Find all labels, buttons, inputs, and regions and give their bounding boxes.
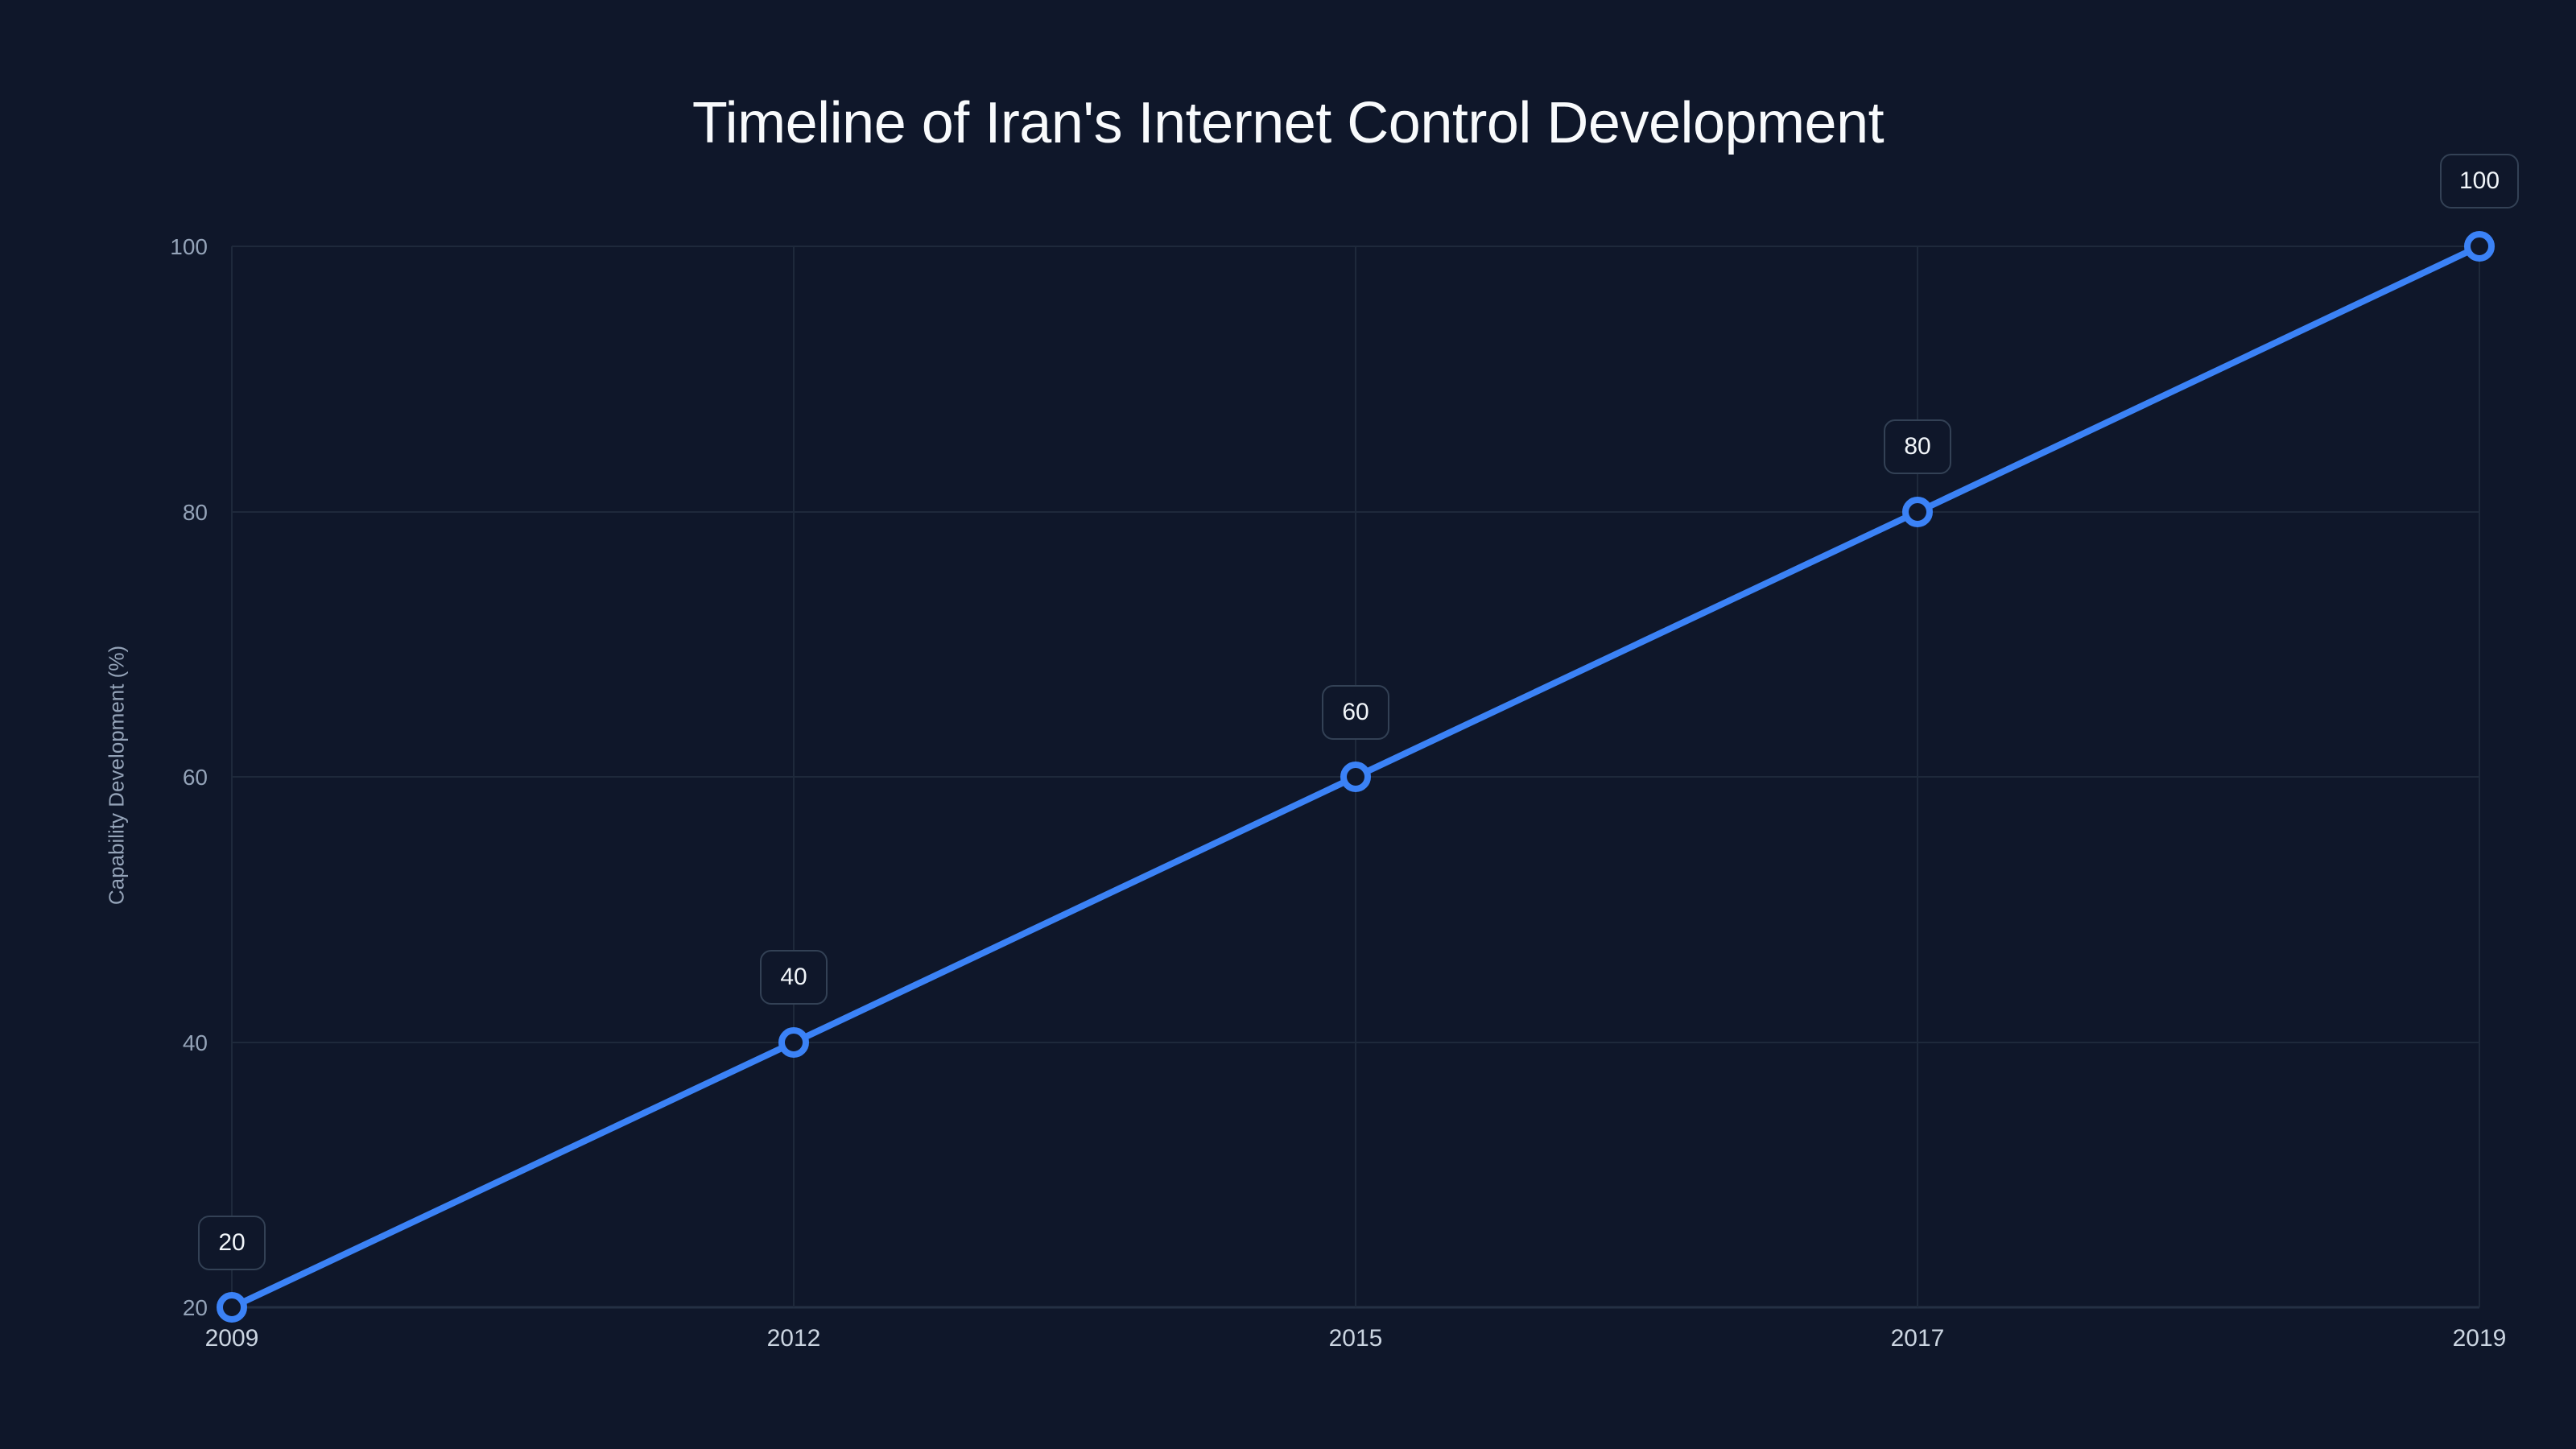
- y-axis-title: Capability Development (%): [104, 645, 129, 906]
- data-label: 80: [1884, 419, 1951, 474]
- chart-title: Timeline of Iran's Internet Control Deve…: [691, 91, 1885, 155]
- data-point: [1902, 497, 1933, 527]
- x-tick-label: 2009: [204, 1325, 259, 1352]
- data-label: 60: [1322, 685, 1389, 740]
- data-point: [1340, 762, 1371, 792]
- data-label: 20: [198, 1216, 266, 1270]
- y-tick-label: 40: [182, 1030, 208, 1055]
- y-tick-label: 60: [182, 765, 208, 790]
- data-label: 40: [760, 950, 828, 1005]
- data-point: [778, 1027, 809, 1058]
- data-point: [217, 1292, 247, 1323]
- data-point: [2464, 231, 2495, 262]
- x-tick-label: 2019: [2452, 1325, 2507, 1352]
- x-tick-label: 2015: [1328, 1325, 1383, 1352]
- y-tick-label: 20: [182, 1295, 208, 1320]
- y-tick-label: 100: [170, 234, 208, 259]
- data-label: 100: [2440, 154, 2519, 208]
- x-tick-label: 2012: [766, 1325, 821, 1352]
- x-tick-label: 2017: [1890, 1325, 1945, 1352]
- data-markers: [217, 231, 2495, 1323]
- y-tick-label: 80: [182, 500, 208, 525]
